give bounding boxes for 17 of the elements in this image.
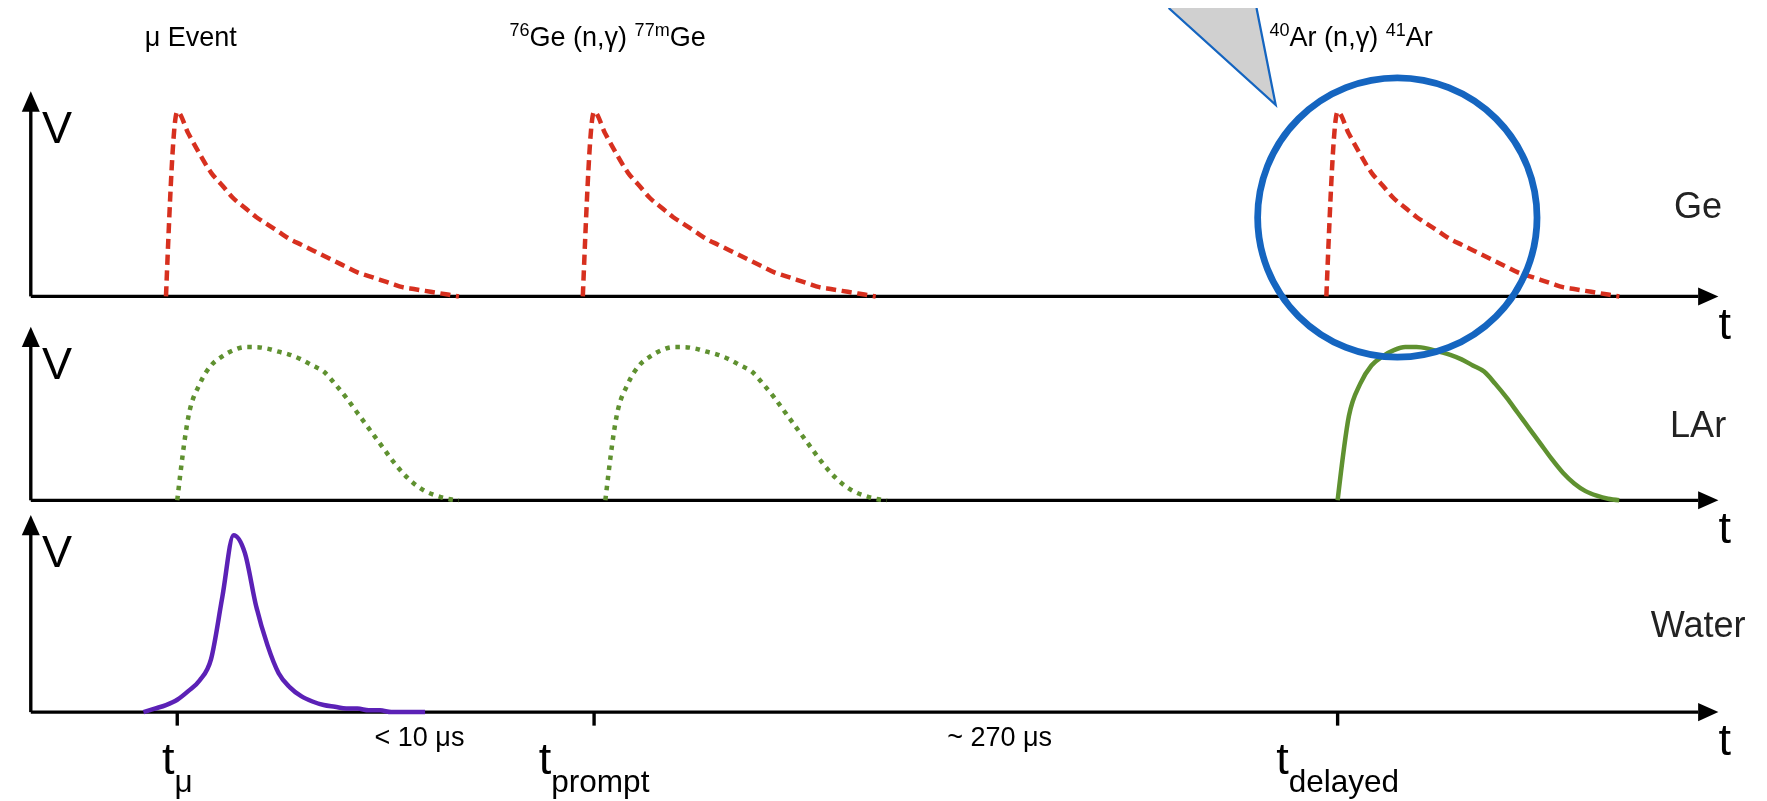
text: ~ 270 μs	[947, 721, 1053, 752]
text: LAr	[1670, 404, 1727, 446]
text: μ Event	[144, 22, 238, 53]
y-axis-title: V	[42, 525, 73, 577]
text: < 10 μs	[374, 721, 465, 752]
text: Ge	[1674, 184, 1723, 226]
x-axis-title: t	[1718, 298, 1732, 350]
y-axis-title: V	[42, 102, 73, 154]
text: $^{40}$Ar (n,γ) $^{41}$Ar	[1269, 20, 1433, 53]
x-axis-title: t	[1718, 713, 1732, 765]
text: $^{76}$Ge (n,γ) $^{77m}$Ge	[509, 20, 706, 53]
x-tick-label: t$_{prompt}$	[538, 733, 650, 800]
x-tick-label: t$_{delayed}$	[1276, 733, 1400, 800]
y-axis-title: V	[42, 337, 73, 389]
text: Water	[1650, 604, 1746, 646]
x-tick-label: t$_{μ}$	[161, 733, 193, 800]
x-axis-title: t	[1718, 502, 1732, 554]
